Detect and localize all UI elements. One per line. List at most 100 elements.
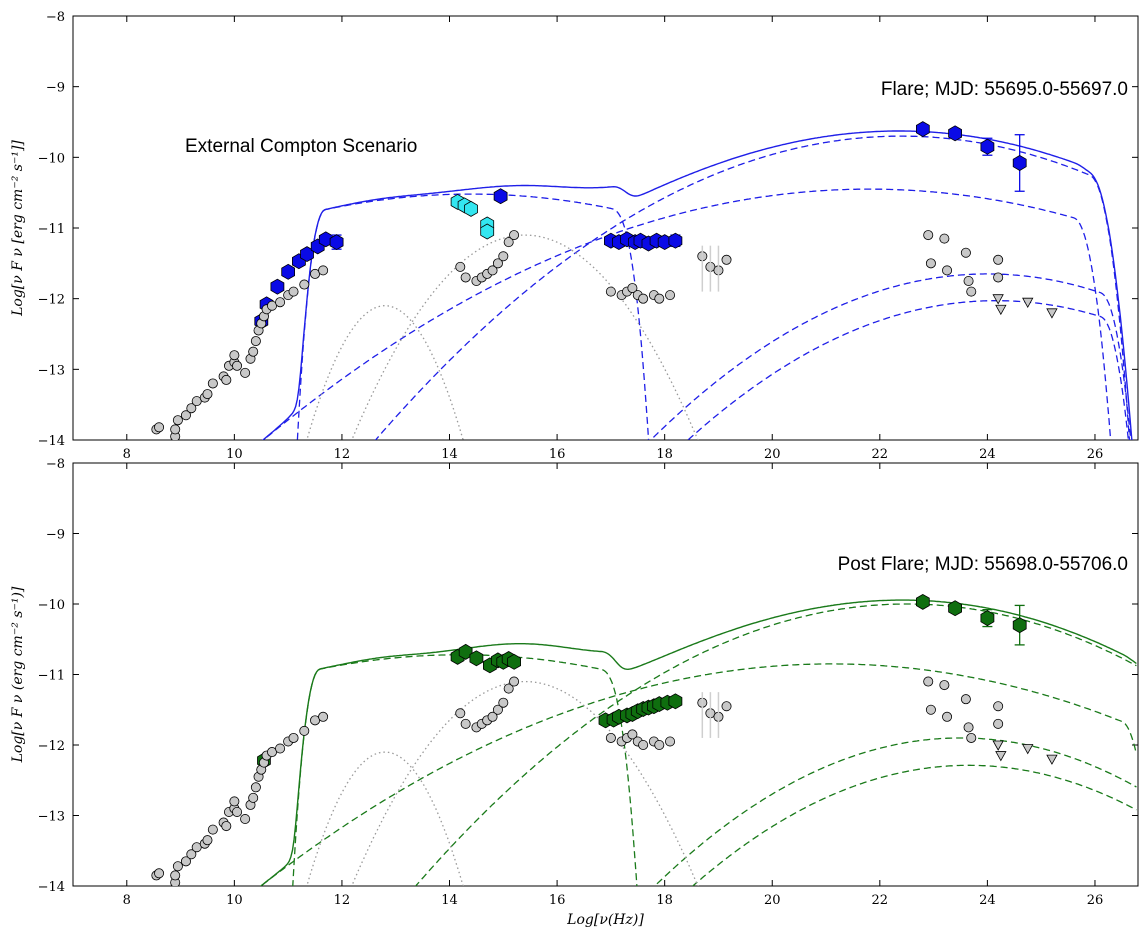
data-point-archival — [498, 697, 509, 708]
data-point-archival — [605, 732, 616, 743]
data-point-archival — [665, 736, 676, 747]
data-point-hexagon — [329, 234, 344, 251]
x-tick-label: 18 — [656, 893, 673, 908]
data-point-archival — [993, 272, 1004, 283]
x-tick-label: 12 — [334, 447, 351, 462]
data-point-hexagon — [1012, 617, 1027, 634]
x-tick-label: 26 — [1087, 893, 1104, 908]
data-point-archival — [240, 814, 251, 825]
data-point-archival — [207, 378, 218, 389]
y-tick-label: −14 — [38, 434, 65, 449]
data-point-hexagon — [464, 200, 478, 217]
data-point-archival — [180, 856, 191, 867]
model-curve-ec-torus — [687, 300, 1130, 440]
y-tick-label: −10 — [38, 151, 65, 166]
data-point-archival — [939, 680, 950, 691]
data-point-archival — [455, 708, 466, 719]
data-point-archival — [288, 732, 299, 743]
data-point-archival — [492, 704, 503, 715]
x-tick-label: 24 — [979, 893, 996, 908]
top-panel: 8 10 12 14 16 18 20 22 24 26 −14 −13 −12 −11 −10 −9 −8 Lo… — [10, 10, 1139, 462]
data-point-archival — [942, 265, 953, 276]
data-point-archival — [509, 676, 520, 687]
data-point-archival — [492, 258, 503, 269]
data-point-archival — [275, 297, 286, 308]
model-curve-ssc — [259, 663, 1138, 886]
data-point-archival — [721, 701, 732, 712]
plot-area — [151, 121, 1133, 440]
data-point-archival — [627, 283, 638, 294]
data-point-upper-limit — [992, 740, 1004, 751]
data-point-archival — [250, 782, 261, 793]
data-point-archival — [207, 824, 218, 835]
data-point-archival — [721, 254, 732, 265]
panel-annotation: External Compton Scenario — [185, 136, 417, 157]
data-point-hexagon — [916, 121, 930, 138]
y-tick-label: −11 — [38, 222, 65, 237]
x-tick-label: 24 — [979, 447, 996, 462]
data-point-archival — [275, 743, 286, 754]
x-tick-label: 22 — [872, 447, 889, 462]
data-point-hexagon — [916, 593, 930, 610]
data-point-archival — [942, 711, 953, 722]
data-point-archival — [654, 740, 665, 751]
x-tick-label: 20 — [764, 893, 781, 908]
data-point-upper-limit — [1022, 297, 1034, 309]
data-point-archival — [240, 367, 251, 378]
y-tick-label: −8 — [46, 10, 65, 25]
data-point-archival — [172, 415, 183, 426]
model-curve-synchrotron — [292, 654, 638, 886]
y-tick-label: −10 — [38, 598, 65, 613]
plot-area — [151, 593, 1138, 886]
data-point-archival — [963, 722, 974, 733]
data-point-hexagon — [980, 138, 995, 155]
data-point-archival — [638, 293, 649, 304]
y-tick-label: −13 — [38, 810, 65, 825]
data-point-archival — [250, 336, 261, 347]
data-point-hexagon — [507, 653, 521, 670]
data-point-hexagon — [270, 278, 285, 295]
x-tick-label: 14 — [441, 893, 458, 908]
data-point-hexagon — [480, 223, 495, 240]
data-point-archival — [186, 403, 197, 414]
data-point-hexagon — [668, 232, 683, 249]
data-point-upper-limit — [1046, 308, 1058, 319]
data-point-archival — [172, 861, 183, 872]
data-point-archival — [487, 711, 498, 722]
data-point-archival — [248, 346, 259, 357]
data-point-archival — [229, 796, 240, 807]
model-curve-ec-torus — [691, 764, 1137, 886]
x-tick-label: 8 — [123, 447, 131, 462]
panel-annotation: Post Flare; MJD: 55698.0-55706.0 — [838, 554, 1128, 575]
data-point-upper-limit — [995, 304, 1007, 316]
data-point-archival — [993, 701, 1004, 712]
data-point-archival — [455, 261, 466, 272]
model-curve-torus — [306, 751, 464, 886]
x-tick-label: 22 — [872, 893, 889, 908]
data-point-archival — [993, 254, 1004, 265]
data-point-hexagon — [980, 610, 995, 627]
data-point-archival — [154, 868, 165, 879]
data-point-archival — [503, 237, 514, 248]
x-tick-label: 26 — [1087, 447, 1104, 462]
data-point-archival — [487, 265, 498, 276]
data-point-archival — [170, 424, 181, 435]
data-point-archival — [180, 410, 191, 421]
data-point-upper-limit — [995, 751, 1007, 762]
data-point-hexagon — [948, 125, 962, 142]
model-curve-ec-disk — [414, 603, 1137, 886]
data-point-archival — [993, 718, 1004, 729]
data-point-archival — [248, 792, 259, 803]
x-tick-label: 8 — [123, 893, 131, 908]
data-point-archival — [509, 230, 520, 241]
model-curve-ec-blr — [649, 273, 1132, 440]
data-point-upper-limit — [1046, 754, 1058, 765]
data-point-hexagon — [668, 693, 683, 710]
data-point-archival — [318, 265, 329, 276]
data-point-archival — [299, 279, 310, 290]
data-point-upper-limit — [992, 294, 1004, 305]
y-tick-label: −12 — [38, 293, 65, 308]
x-tick-label: 16 — [549, 893, 566, 908]
data-point-archival — [960, 247, 971, 258]
